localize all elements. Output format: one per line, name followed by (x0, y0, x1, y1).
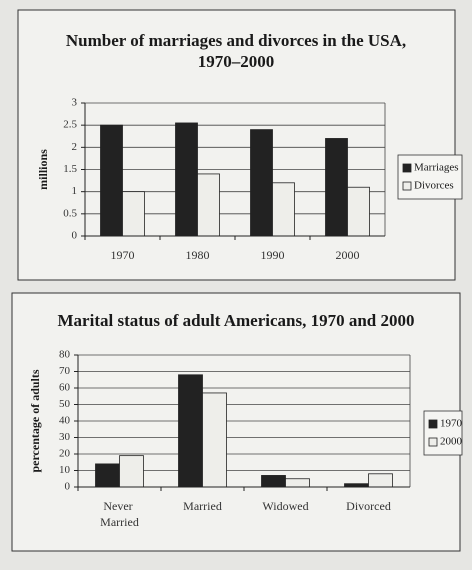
y-tick-label: 3 (72, 97, 78, 109)
bar (325, 138, 348, 237)
legend-label: Marriages (414, 162, 459, 174)
chart-title: Number of marriages and divorces in the … (66, 31, 406, 50)
y-tick-label: 70 (59, 365, 71, 377)
x-tick-label: Never Married (100, 499, 139, 529)
y-tick-label: 20 (59, 448, 71, 460)
x-tick-label: Married (183, 499, 222, 513)
y-tick-label: 10 (59, 464, 71, 476)
bar (100, 124, 123, 237)
bar (95, 463, 120, 488)
bar (175, 122, 198, 237)
bar (122, 191, 145, 237)
bar (261, 475, 286, 488)
y-tick-label: 80 (59, 349, 71, 361)
x-tick-label-line: Never (103, 499, 135, 513)
x-tick-label-line: Married (100, 515, 139, 529)
bar (368, 473, 393, 488)
legend-swatch (402, 163, 412, 173)
x-tick-label: 1990 (261, 248, 285, 262)
chart-title: 1970–2000 (198, 52, 275, 71)
y-tick-label: 30 (59, 431, 71, 443)
y-tick-label: 50 (59, 398, 71, 410)
x-tick-label: 1980 (186, 248, 210, 262)
y-axis-label: millions (36, 149, 50, 190)
bar (178, 374, 203, 488)
bar (285, 478, 310, 488)
chart-title: Marital status of adult Americans, 1970 … (58, 311, 415, 330)
y-tick-label: 0.5 (63, 207, 77, 219)
bar (119, 455, 144, 488)
chart-frame (11, 292, 461, 552)
y-tick-label: 0 (72, 230, 78, 242)
y-tick-label: 2 (72, 141, 78, 153)
x-tick-label: 2000 (336, 248, 360, 262)
y-axis-label: percentage of adults (28, 369, 42, 472)
x-tick-label: Divorced (346, 499, 391, 513)
x-tick-label: 1970 (111, 248, 135, 262)
y-tick-label: 1.5 (63, 163, 77, 175)
bar (202, 392, 227, 488)
legend-box (397, 154, 463, 200)
bar (197, 173, 220, 237)
bar (272, 182, 295, 237)
legend-label: 1970 (440, 418, 463, 430)
y-tick-label: 60 (59, 382, 71, 394)
legend-swatch (402, 181, 412, 191)
chart-frame (17, 9, 456, 281)
y-tick-label: 40 (59, 415, 71, 427)
legend-label: Divorces (414, 180, 454, 192)
bar (347, 186, 370, 237)
legend-label: 2000 (440, 436, 463, 448)
legend-box (423, 410, 463, 456)
x-tick-label: Widowed (262, 499, 308, 513)
legend-swatch (428, 419, 438, 429)
y-tick-label: 2.5 (63, 119, 77, 131)
bar (250, 129, 273, 237)
y-tick-label: 0 (65, 481, 71, 493)
legend-swatch (428, 437, 438, 447)
y-tick-label: 1 (72, 185, 78, 197)
